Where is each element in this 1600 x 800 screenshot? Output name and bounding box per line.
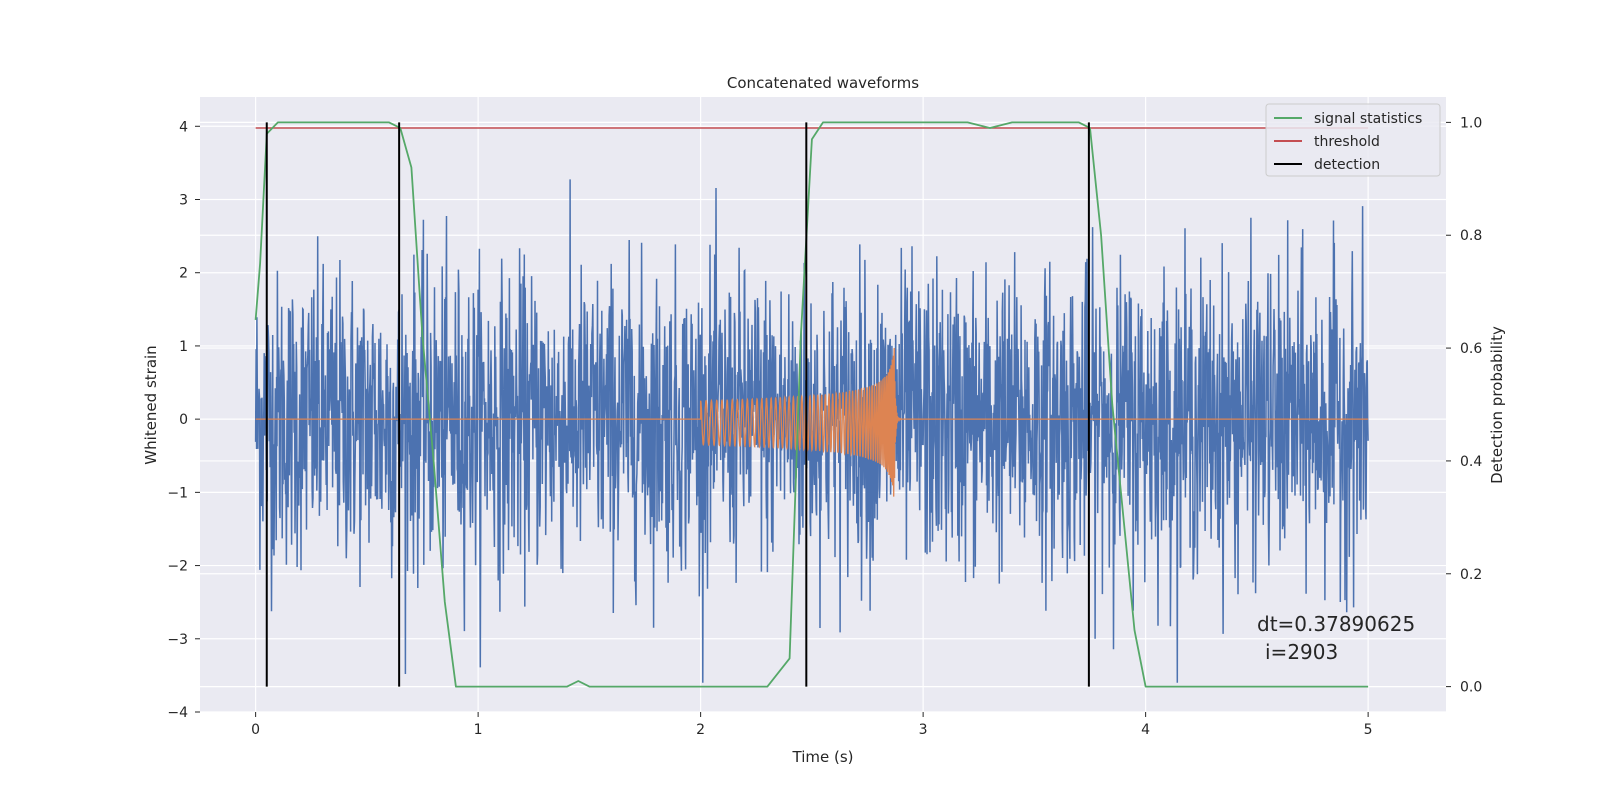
legend-label: threshold xyxy=(1314,134,1380,150)
x-tick-label: 0 xyxy=(251,722,260,738)
series-whitened-strain xyxy=(254,179,1369,683)
y-tick-label: 3 xyxy=(179,193,188,209)
series-signal-statistics xyxy=(254,121,1369,688)
x-tick-label: 1 xyxy=(474,722,483,738)
traces xyxy=(254,121,1369,688)
y2-tick-label: 0.0 xyxy=(1460,680,1482,696)
legend-label: detection xyxy=(1314,157,1380,173)
x-tick-label: 3 xyxy=(919,722,928,738)
y-tick-label: −4 xyxy=(167,705,188,721)
x-tick-label: 2 xyxy=(696,722,705,738)
annotation-i: i=2903 xyxy=(1265,640,1338,664)
legend-box xyxy=(1265,103,1441,177)
y-tick-label: 2 xyxy=(179,266,188,282)
x-tick-label: 4 xyxy=(1141,722,1150,738)
y2-axis-label: Detection probability xyxy=(1488,326,1506,484)
y2-tick-label: 0.6 xyxy=(1460,341,1482,357)
x-axis-label: Time (s) xyxy=(792,748,854,766)
y2-tick-label: 0.4 xyxy=(1460,454,1482,470)
y-tick-label: −2 xyxy=(167,559,188,575)
y-tick-label: −1 xyxy=(167,485,188,501)
annotation-dt: dt=0.37890625 xyxy=(1257,612,1415,636)
y-tick-label: 0 xyxy=(179,412,188,428)
y2-tick-label: 1.0 xyxy=(1460,115,1482,131)
chart-title: Concatenated waveforms xyxy=(727,74,919,92)
series-chirp xyxy=(255,347,1369,497)
y-tick-label: −3 xyxy=(167,632,188,648)
y2-tick-label: 0.2 xyxy=(1460,567,1482,583)
y-tick-label: 4 xyxy=(179,119,188,135)
x-tick-label: 5 xyxy=(1364,722,1373,738)
ticks: 0 1 2 3 4 5 −4 −3 −2 −1 0 1 2 3 4 0.0 0.2 0.4 0.6 0.8 1.0 xyxy=(167,115,1482,738)
legend: signal statistics threshold detection xyxy=(1265,103,1441,177)
y2-tick-label: 0.8 xyxy=(1460,228,1482,244)
legend-label: signal statistics xyxy=(1314,111,1422,127)
y-axis-label: Whitened strain xyxy=(142,345,160,464)
y-tick-label: 1 xyxy=(179,339,188,355)
